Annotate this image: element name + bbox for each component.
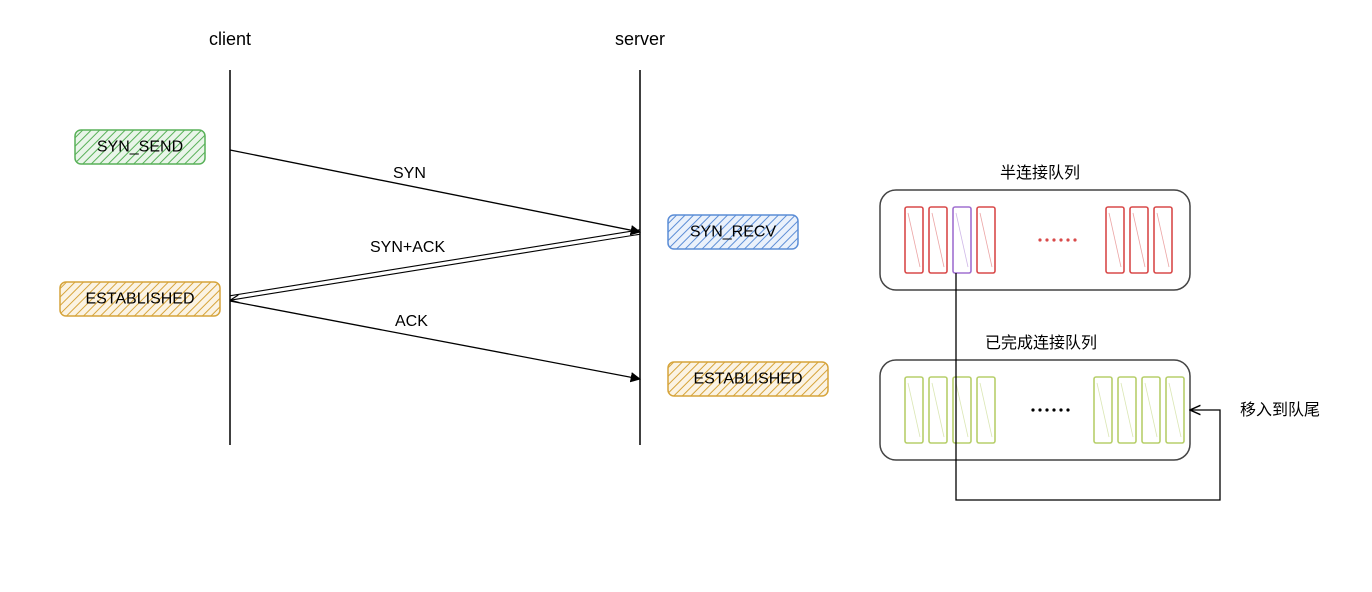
half-queue-items-left bbox=[905, 207, 995, 273]
done-queue-ellipsis bbox=[1031, 408, 1069, 411]
state-established-server: ESTABLISHED bbox=[668, 362, 828, 396]
done-queue-box bbox=[880, 360, 1190, 460]
state-syn-send: SYN_SEND bbox=[75, 130, 205, 164]
done-queue-items-left bbox=[905, 377, 995, 443]
message-ack-arrow bbox=[230, 301, 640, 379]
message-syn-label: SYN bbox=[393, 165, 426, 182]
state-syn-recv: SYN_RECV bbox=[668, 215, 798, 249]
server-header: server bbox=[615, 29, 665, 49]
state-established-client: ESTABLISHED bbox=[60, 282, 220, 316]
done-queue-title: 已完成连接队列 bbox=[985, 334, 1097, 352]
half-queue-title: 半连接队列 bbox=[1000, 164, 1080, 182]
half-queue-items-right bbox=[1106, 207, 1172, 273]
half-queue-box bbox=[880, 190, 1190, 290]
message-syn-arrow bbox=[230, 150, 640, 232]
state-established-client-label: ESTABLISHED bbox=[85, 291, 194, 308]
move-to-tail-label: 移入到队尾 bbox=[1240, 401, 1320, 419]
done-queue-items-right bbox=[1094, 377, 1184, 443]
message-ack-label: ACK bbox=[395, 313, 428, 330]
state-syn-recv-label: SYN_RECV bbox=[690, 224, 777, 241]
diagram-canvas: client server SYN_SEND ESTABLISHED SYN_R… bbox=[0, 0, 1372, 592]
half-queue-ellipsis bbox=[1038, 238, 1076, 241]
state-syn-send-label: SYN_SEND bbox=[97, 139, 183, 156]
message-synack-label: SYN+ACK bbox=[370, 239, 445, 256]
client-header: client bbox=[209, 29, 251, 49]
state-established-server-label: ESTABLISHED bbox=[693, 371, 802, 388]
